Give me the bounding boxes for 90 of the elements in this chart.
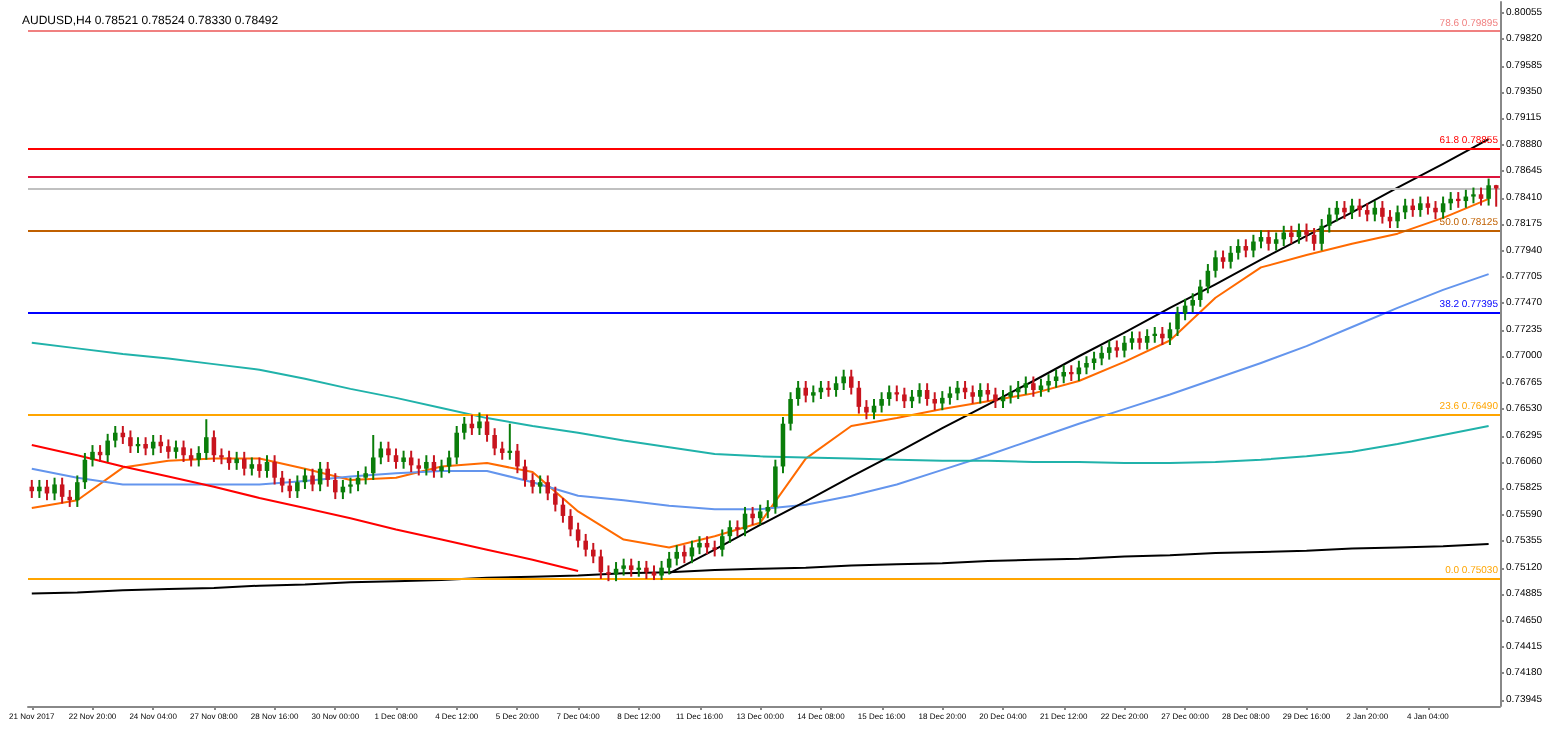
candlestick (583, 532, 588, 558)
candlestick (226, 449, 232, 471)
candlestick (735, 519, 740, 538)
candlestick (492, 427, 497, 457)
candlestick (1175, 305, 1180, 338)
candlestick (52, 476, 57, 502)
candlestick (886, 384, 892, 407)
candlestick (553, 485, 558, 513)
candlestick (993, 386, 998, 409)
candlestick (1198, 278, 1203, 308)
candlestick (196, 445, 201, 468)
candlestick (1213, 249, 1218, 279)
candlestick (568, 508, 573, 538)
candlestick (902, 386, 907, 409)
candlestick (333, 472, 338, 501)
candlestick (940, 390, 945, 412)
candlestick (1486, 177, 1491, 207)
candlestick (90, 444, 95, 468)
candlestick (1327, 206, 1332, 234)
candlestick (1106, 339, 1112, 361)
candlestick (788, 391, 793, 432)
candlestick (166, 438, 171, 460)
candlestick (719, 528, 725, 558)
candlestick (977, 382, 983, 405)
candlestick (1076, 359, 1082, 382)
candlestick (826, 379, 831, 398)
candlestick (545, 474, 551, 502)
candlestick (848, 368, 854, 396)
candlestick (1455, 191, 1461, 209)
candlestick (1266, 229, 1271, 252)
candlestick (1122, 335, 1127, 359)
candlestick (462, 415, 467, 441)
candlestick (370, 433, 376, 481)
candlestick (955, 379, 960, 402)
candlestick (128, 429, 133, 454)
candlestick (1190, 292, 1195, 314)
candlestick (204, 418, 209, 461)
candlestick (803, 379, 809, 404)
candlestick (325, 460, 330, 488)
candlestick (454, 424, 459, 466)
candlestick (59, 476, 65, 505)
candlestick (1251, 233, 1256, 259)
candlestick (917, 382, 922, 405)
candlestick (302, 467, 308, 490)
candlestick (522, 458, 528, 488)
candlestick (484, 413, 490, 443)
candlestick (1069, 364, 1074, 382)
candlestick (773, 458, 778, 515)
candlestick (1281, 224, 1287, 248)
candlestick (1395, 204, 1400, 230)
candlestick (1152, 326, 1158, 344)
candlestick (659, 559, 664, 582)
candlestick (1334, 200, 1340, 223)
candlestick (1380, 200, 1385, 225)
candlestick (181, 439, 186, 463)
candlestick (105, 432, 110, 463)
candlestick (386, 440, 391, 463)
candlestick (241, 450, 247, 477)
candlestick (272, 454, 277, 486)
candlestick (515, 442, 520, 475)
candlestick (1031, 375, 1036, 398)
candlestick (674, 544, 680, 567)
candlestick (1372, 200, 1378, 223)
candlestick (219, 447, 224, 466)
candlestick (310, 467, 315, 493)
candlestick (1235, 238, 1241, 261)
candlestick (879, 391, 884, 414)
candlestick (833, 375, 839, 398)
candlestick (112, 424, 118, 449)
candlestick (841, 368, 846, 391)
candlestick (530, 472, 535, 495)
candlestick (75, 474, 80, 508)
candlestick (393, 447, 399, 470)
candlestick (575, 521, 581, 549)
candlestick (1099, 345, 1104, 367)
candlestick (1296, 222, 1302, 245)
candlestick (424, 454, 429, 477)
candlestick (591, 541, 596, 565)
line-series (30, 444, 580, 573)
candlestick (864, 399, 869, 421)
candlestick (477, 411, 482, 436)
candlestick (606, 564, 611, 583)
candlestick (1319, 218, 1324, 252)
candlestick (257, 456, 262, 479)
candlestick (295, 474, 300, 499)
candlestick (1228, 245, 1233, 270)
candlestick (287, 477, 293, 499)
candlestick (757, 503, 763, 526)
candlestick (1144, 328, 1150, 351)
candlestick (1418, 195, 1423, 218)
